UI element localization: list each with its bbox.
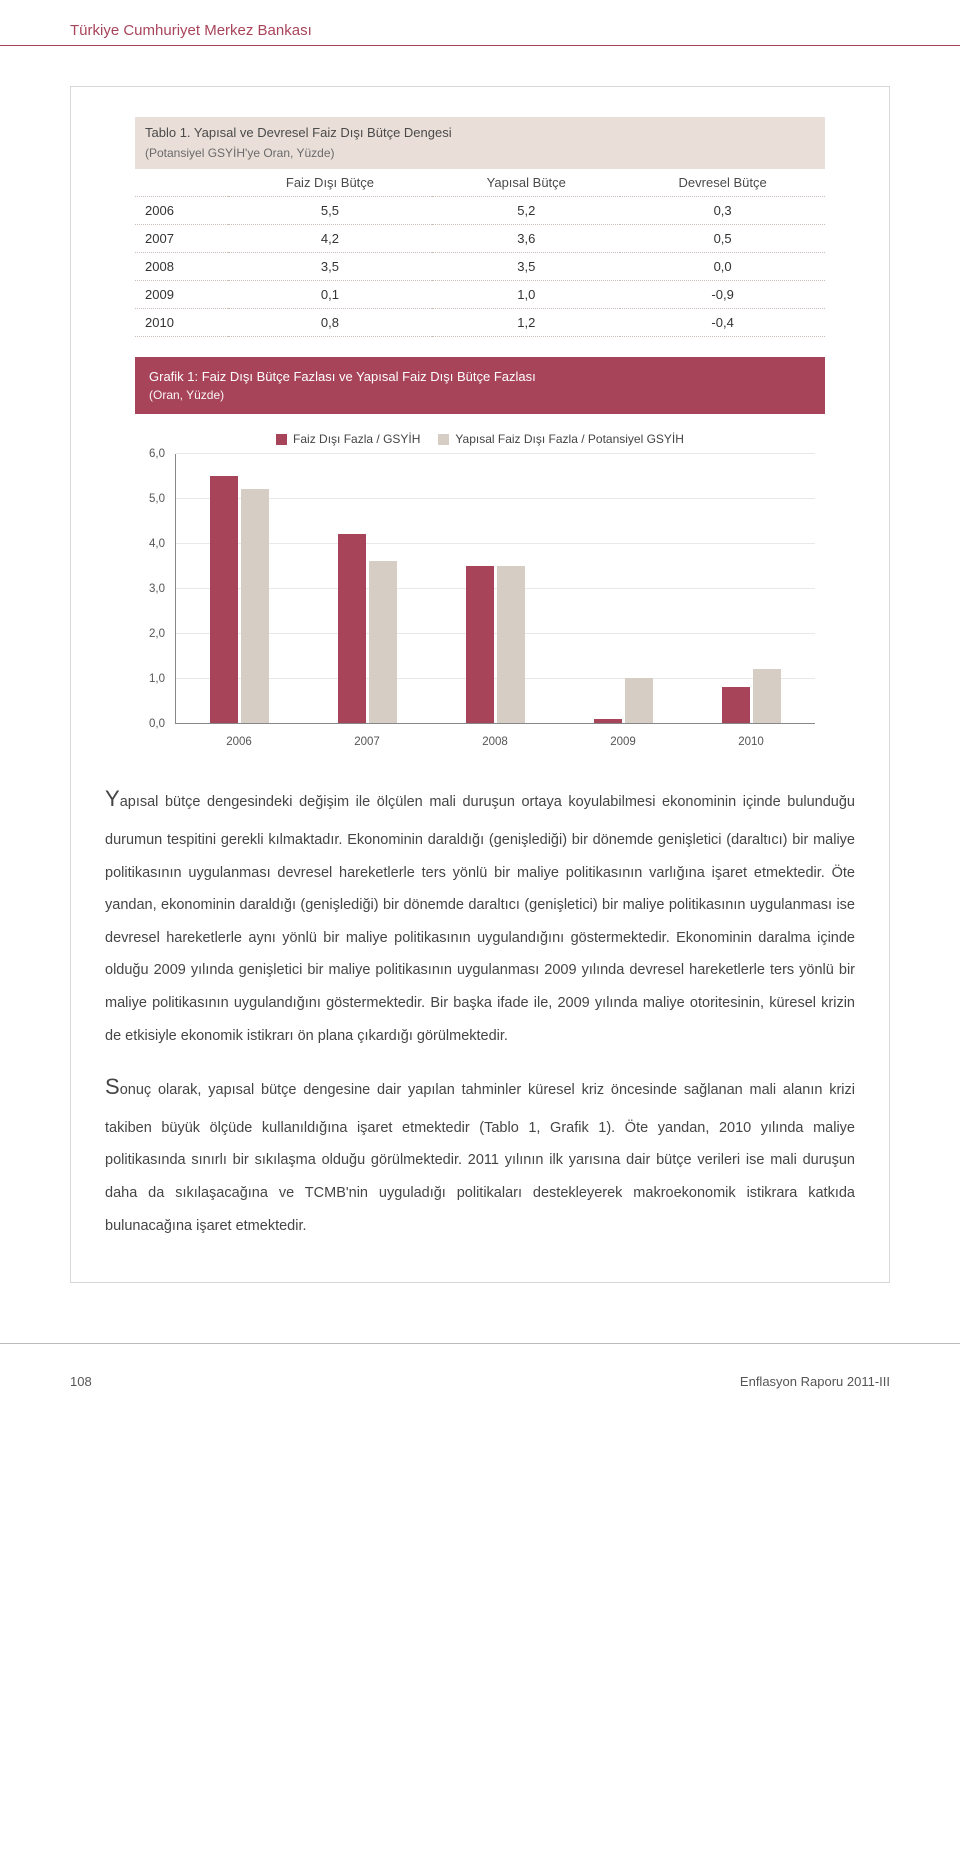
bar	[753, 669, 781, 723]
col-year	[135, 169, 228, 197]
legend-label-1: Yapısal Faiz Dışı Fazla / Potansiyel GSY…	[455, 432, 684, 446]
y-tick-label: 6,0	[149, 448, 165, 460]
page-body: Tablo 1. Yapısal ve Devresel Faiz Dışı B…	[0, 86, 960, 1313]
bar	[594, 719, 622, 724]
bar-group	[466, 566, 525, 724]
page-footer: 108 Enflasyon Raporu 2011-III	[0, 1343, 960, 1409]
data-table: Faiz Dışı Bütçe Yapısal Bütçe Devresel B…	[135, 169, 825, 337]
x-tick-label: 2009	[610, 736, 636, 748]
page-header: Türkiye Cumhuriyet Merkez Bankası	[0, 0, 960, 46]
table-row: 20074,23,60,5	[135, 224, 825, 252]
table-row: 20090,11,0-0,9	[135, 280, 825, 308]
table-title-main: Tablo 1. Yapısal ve Devresel Faiz Dışı B…	[145, 123, 815, 144]
chart-legend: Faiz Dışı Fazla / GSYİH Yapısal Faiz Dış…	[135, 432, 825, 446]
table-cell: 2007	[135, 224, 228, 252]
bar	[466, 566, 494, 724]
bar	[241, 489, 269, 723]
bar	[625, 678, 653, 723]
bar	[210, 476, 238, 724]
table-cell: -0,9	[620, 280, 825, 308]
table-row: 20083,53,50,0	[135, 252, 825, 280]
table-cell: 3,5	[432, 252, 620, 280]
legend-item-0: Faiz Dışı Fazla / GSYİH	[276, 432, 420, 446]
table-cell: 0,8	[228, 308, 433, 336]
doc-name: Enflasyon Raporu 2011-III	[740, 1374, 890, 1389]
bar-group	[210, 476, 269, 724]
table-cell: 2010	[135, 308, 228, 336]
table-header-row: Faiz Dışı Bütçe Yapısal Bütçe Devresel B…	[135, 169, 825, 197]
content-box: Tablo 1. Yapısal ve Devresel Faiz Dışı B…	[70, 86, 890, 1283]
paragraph-2: Sonuç olarak, yapısal bütçe dengesine da…	[105, 1062, 855, 1242]
table-cell: -0,4	[620, 308, 825, 336]
x-tick-label: 2010	[738, 736, 764, 748]
col-faiz-disi: Faiz Dışı Bütçe	[228, 169, 433, 197]
bar	[497, 566, 525, 724]
legend-label-0: Faiz Dışı Fazla / GSYİH	[293, 432, 420, 446]
plot	[175, 454, 815, 724]
table-cell: 0,0	[620, 252, 825, 280]
gridline	[176, 453, 815, 454]
legend-item-1: Yapısal Faiz Dışı Fazla / Potansiyel GSY…	[438, 432, 684, 446]
y-tick-label: 4,0	[149, 538, 165, 550]
table-cell: 2006	[135, 196, 228, 224]
x-axis-labels: 2006 2007 2008 2009 2010	[175, 730, 815, 754]
chart-title-main: Grafik 1: Faiz Dışı Bütçe Fazlası ve Yap…	[149, 367, 811, 387]
col-devresel: Devresel Bütçe	[620, 169, 825, 197]
col-yapisal: Yapısal Bütçe	[432, 169, 620, 197]
bar-group	[722, 669, 781, 723]
table-cell: 0,3	[620, 196, 825, 224]
bar	[722, 687, 750, 723]
y-tick-label: 5,0	[149, 493, 165, 505]
y-tick-label: 2,0	[149, 628, 165, 640]
bar-group	[594, 678, 653, 723]
table-cell: 2009	[135, 280, 228, 308]
x-tick-label: 2007	[354, 736, 380, 748]
table-title-sub: (Potansiyel GSYİH'ye Oran, Yüzde)	[145, 144, 815, 163]
table-cell: 5,2	[432, 196, 620, 224]
body-text: Yapısal bütçe dengesindeki değişim ile ö…	[105, 774, 855, 1242]
table-cell: 2008	[135, 252, 228, 280]
gridline	[176, 543, 815, 544]
table-cell: 1,0	[432, 280, 620, 308]
table-cell: 0,1	[228, 280, 433, 308]
y-tick-label: 1,0	[149, 673, 165, 685]
y-axis: 0,01,02,03,04,05,06,0	[135, 454, 171, 724]
bar	[338, 534, 366, 723]
x-tick-label: 2008	[482, 736, 508, 748]
y-tick-label: 0,0	[149, 718, 165, 730]
gridline	[176, 498, 815, 499]
table-cell: 0,5	[620, 224, 825, 252]
table-cell: 3,6	[432, 224, 620, 252]
table-cell: 4,2	[228, 224, 433, 252]
paragraph-1: Yapısal bütçe dengesindeki değişim ile ö…	[105, 774, 855, 1052]
bar	[369, 561, 397, 723]
chart-plot-area: 0,01,02,03,04,05,06,0 200620072008200920…	[175, 454, 815, 754]
page-number: 108	[70, 1374, 92, 1389]
x-tick-label: 2006	[226, 736, 252, 748]
legend-swatch-1	[438, 434, 449, 445]
table-row: 20065,55,20,3	[135, 196, 825, 224]
bar-group	[338, 534, 397, 723]
table-1: Tablo 1. Yapısal ve Devresel Faiz Dışı B…	[135, 117, 825, 337]
table-title: Tablo 1. Yapısal ve Devresel Faiz Dışı B…	[135, 117, 825, 169]
table-cell: 3,5	[228, 252, 433, 280]
chart-title: Grafik 1: Faiz Dışı Bütçe Fazlası ve Yap…	[135, 357, 825, 415]
chart-title-sub: (Oran, Yüzde)	[149, 386, 811, 404]
org-name: Türkiye Cumhuriyet Merkez Bankası	[70, 22, 312, 39]
chart-container: Faiz Dışı Fazla / GSYİH Yapısal Faiz Dış…	[135, 422, 825, 754]
table-row: 20100,81,2-0,4	[135, 308, 825, 336]
y-tick-label: 3,0	[149, 583, 165, 595]
legend-swatch-0	[276, 434, 287, 445]
table-cell: 5,5	[228, 196, 433, 224]
table-cell: 1,2	[432, 308, 620, 336]
